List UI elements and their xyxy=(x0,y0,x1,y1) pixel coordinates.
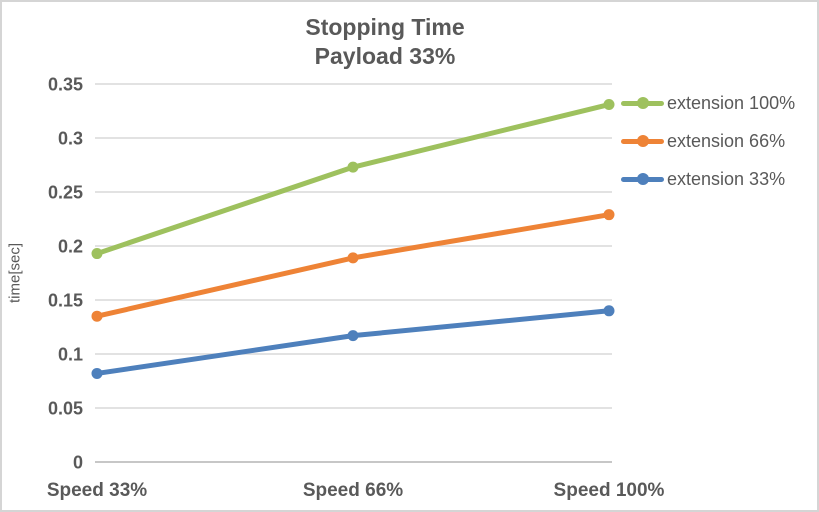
y-tick-label: 0.2 xyxy=(58,237,83,257)
data-point-marker xyxy=(347,330,359,342)
data-point-marker xyxy=(603,305,615,317)
legend: extension 100% extension 66% extension 33% xyxy=(621,84,795,198)
x-tick-label: Speed 100% xyxy=(554,480,665,501)
chart-title: Stopping Time Payload 33% xyxy=(305,13,464,71)
y-tick-label: 0 xyxy=(73,453,83,473)
legend-item: extension 33% xyxy=(621,160,795,198)
legend-line-swatch xyxy=(621,97,664,109)
x-tick-label: Speed 66% xyxy=(303,480,403,501)
y-tick-label: 0.15 xyxy=(48,291,83,311)
chart-title-line2: Payload 33% xyxy=(314,43,456,69)
data-point-marker xyxy=(603,99,615,111)
data-point-marker xyxy=(91,367,103,379)
legend-label: extension 66% xyxy=(667,130,786,151)
chart-title-line1: Stopping Time xyxy=(305,14,465,40)
y-tick-label: 0.35 xyxy=(48,75,83,95)
data-point-marker xyxy=(91,248,103,260)
data-point-marker xyxy=(347,161,359,173)
legend-label: extension 33% xyxy=(667,168,786,189)
legend-item: extension 100% xyxy=(621,84,795,122)
y-tick-label: 0.3 xyxy=(58,129,83,149)
legend-marker-dot xyxy=(636,97,649,109)
legend-line-swatch xyxy=(621,173,664,185)
series-line xyxy=(94,308,612,376)
data-point-marker xyxy=(603,209,615,221)
legend-item: extension 66% xyxy=(621,122,795,160)
series-line xyxy=(94,102,612,257)
data-point-marker xyxy=(347,252,359,264)
y-tick-label: 0.25 xyxy=(48,183,83,203)
y-tick-label: 0.1 xyxy=(58,345,83,365)
data-point-marker xyxy=(91,310,103,322)
x-tick-label: Speed 33% xyxy=(47,480,147,501)
legend-marker-dot xyxy=(636,135,649,147)
y-tick-label: 0.05 xyxy=(48,399,83,419)
legend-marker-dot xyxy=(636,173,649,185)
legend-line-swatch xyxy=(621,135,664,147)
legend-label: extension 100% xyxy=(667,92,796,113)
